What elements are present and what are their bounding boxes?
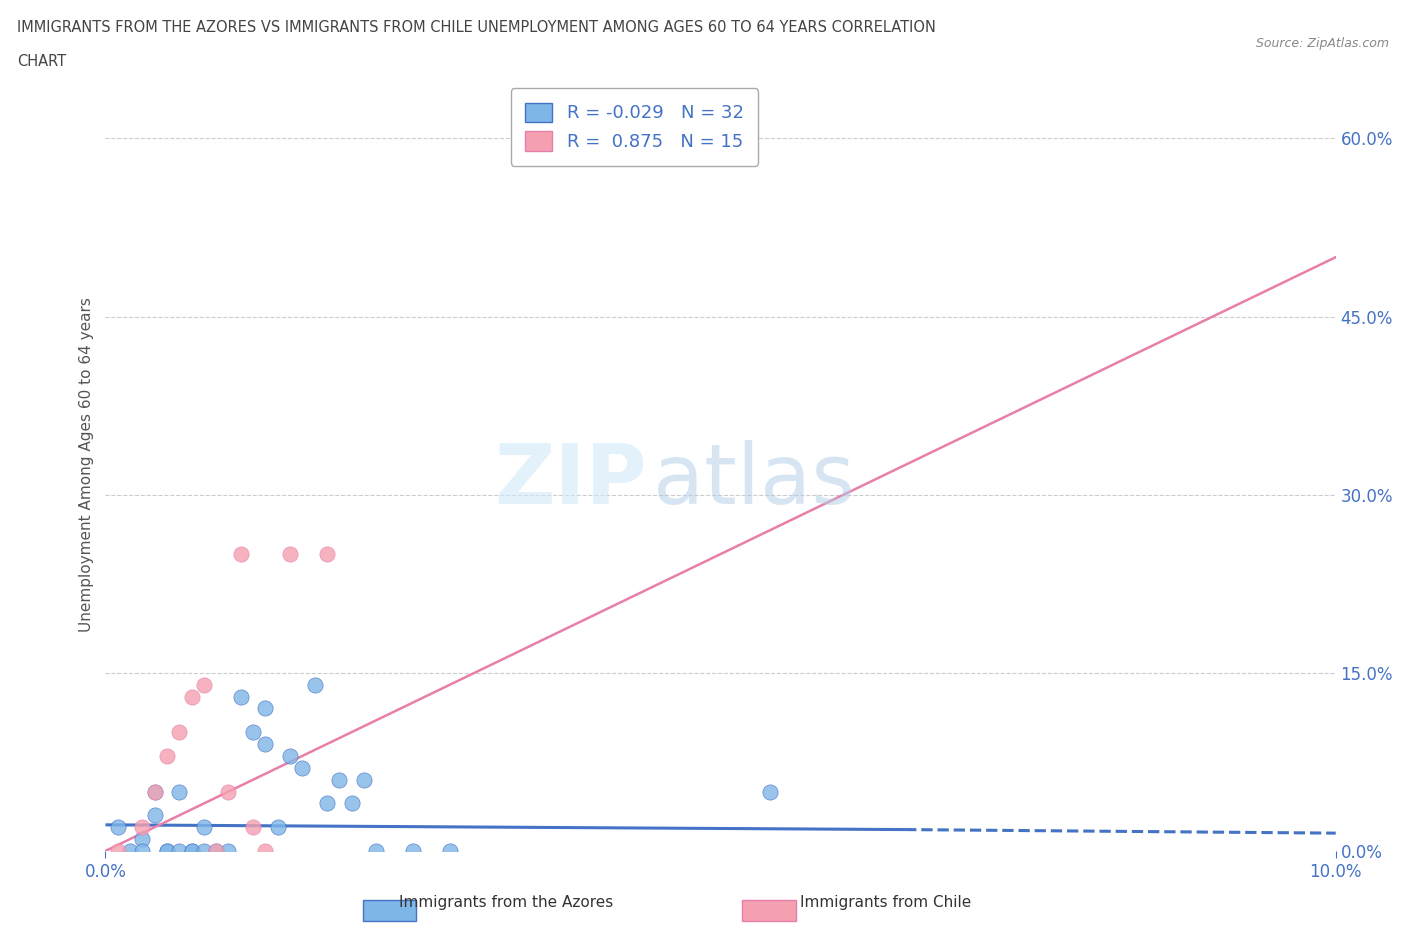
Point bbox=[131, 844, 153, 858]
Point bbox=[218, 784, 240, 799]
Point bbox=[402, 844, 425, 858]
Point bbox=[120, 844, 141, 858]
Point bbox=[315, 796, 337, 811]
Point bbox=[304, 677, 326, 692]
Point bbox=[180, 689, 202, 704]
Point bbox=[205, 844, 228, 858]
Point bbox=[169, 844, 191, 858]
Point bbox=[143, 808, 166, 823]
Point bbox=[242, 819, 264, 834]
Point bbox=[759, 784, 782, 799]
Point bbox=[254, 844, 277, 858]
Point bbox=[143, 784, 166, 799]
Point bbox=[267, 819, 290, 834]
Point bbox=[439, 844, 461, 858]
Text: ZIP: ZIP bbox=[495, 440, 647, 521]
Point bbox=[648, 131, 671, 146]
Point bbox=[254, 737, 277, 751]
Point bbox=[328, 772, 350, 787]
Point bbox=[366, 844, 388, 858]
Point bbox=[180, 844, 202, 858]
Point bbox=[193, 819, 215, 834]
Point bbox=[131, 831, 153, 846]
Point bbox=[156, 844, 179, 858]
Point bbox=[107, 844, 129, 858]
Legend: R = -0.029   N = 32, R =  0.875   N = 15: R = -0.029 N = 32, R = 0.875 N = 15 bbox=[510, 88, 758, 166]
Point bbox=[229, 689, 252, 704]
Point bbox=[156, 844, 179, 858]
Point bbox=[315, 547, 337, 562]
Point bbox=[218, 844, 240, 858]
Y-axis label: Unemployment Among Ages 60 to 64 years: Unemployment Among Ages 60 to 64 years bbox=[79, 298, 94, 632]
Text: Immigrants from the Azores: Immigrants from the Azores bbox=[399, 895, 613, 910]
Point bbox=[353, 772, 375, 787]
Point bbox=[131, 819, 153, 834]
Point bbox=[340, 796, 363, 811]
Point bbox=[291, 761, 314, 776]
Point bbox=[242, 724, 264, 739]
Text: atlas: atlas bbox=[652, 440, 855, 521]
Text: Immigrants from Chile: Immigrants from Chile bbox=[800, 895, 972, 910]
Point bbox=[205, 844, 228, 858]
Point bbox=[193, 844, 215, 858]
Text: IMMIGRANTS FROM THE AZORES VS IMMIGRANTS FROM CHILE UNEMPLOYMENT AMONG AGES 60 T: IMMIGRANTS FROM THE AZORES VS IMMIGRANTS… bbox=[17, 20, 936, 35]
Point bbox=[169, 724, 191, 739]
Text: CHART: CHART bbox=[17, 54, 66, 69]
Point bbox=[278, 547, 301, 562]
Point bbox=[278, 749, 301, 764]
Point bbox=[107, 819, 129, 834]
Point bbox=[193, 677, 215, 692]
Point bbox=[180, 844, 202, 858]
Point bbox=[229, 547, 252, 562]
Point bbox=[143, 784, 166, 799]
Point bbox=[156, 749, 179, 764]
Point bbox=[169, 784, 191, 799]
Text: Source: ZipAtlas.com: Source: ZipAtlas.com bbox=[1256, 37, 1389, 50]
Point bbox=[254, 701, 277, 716]
